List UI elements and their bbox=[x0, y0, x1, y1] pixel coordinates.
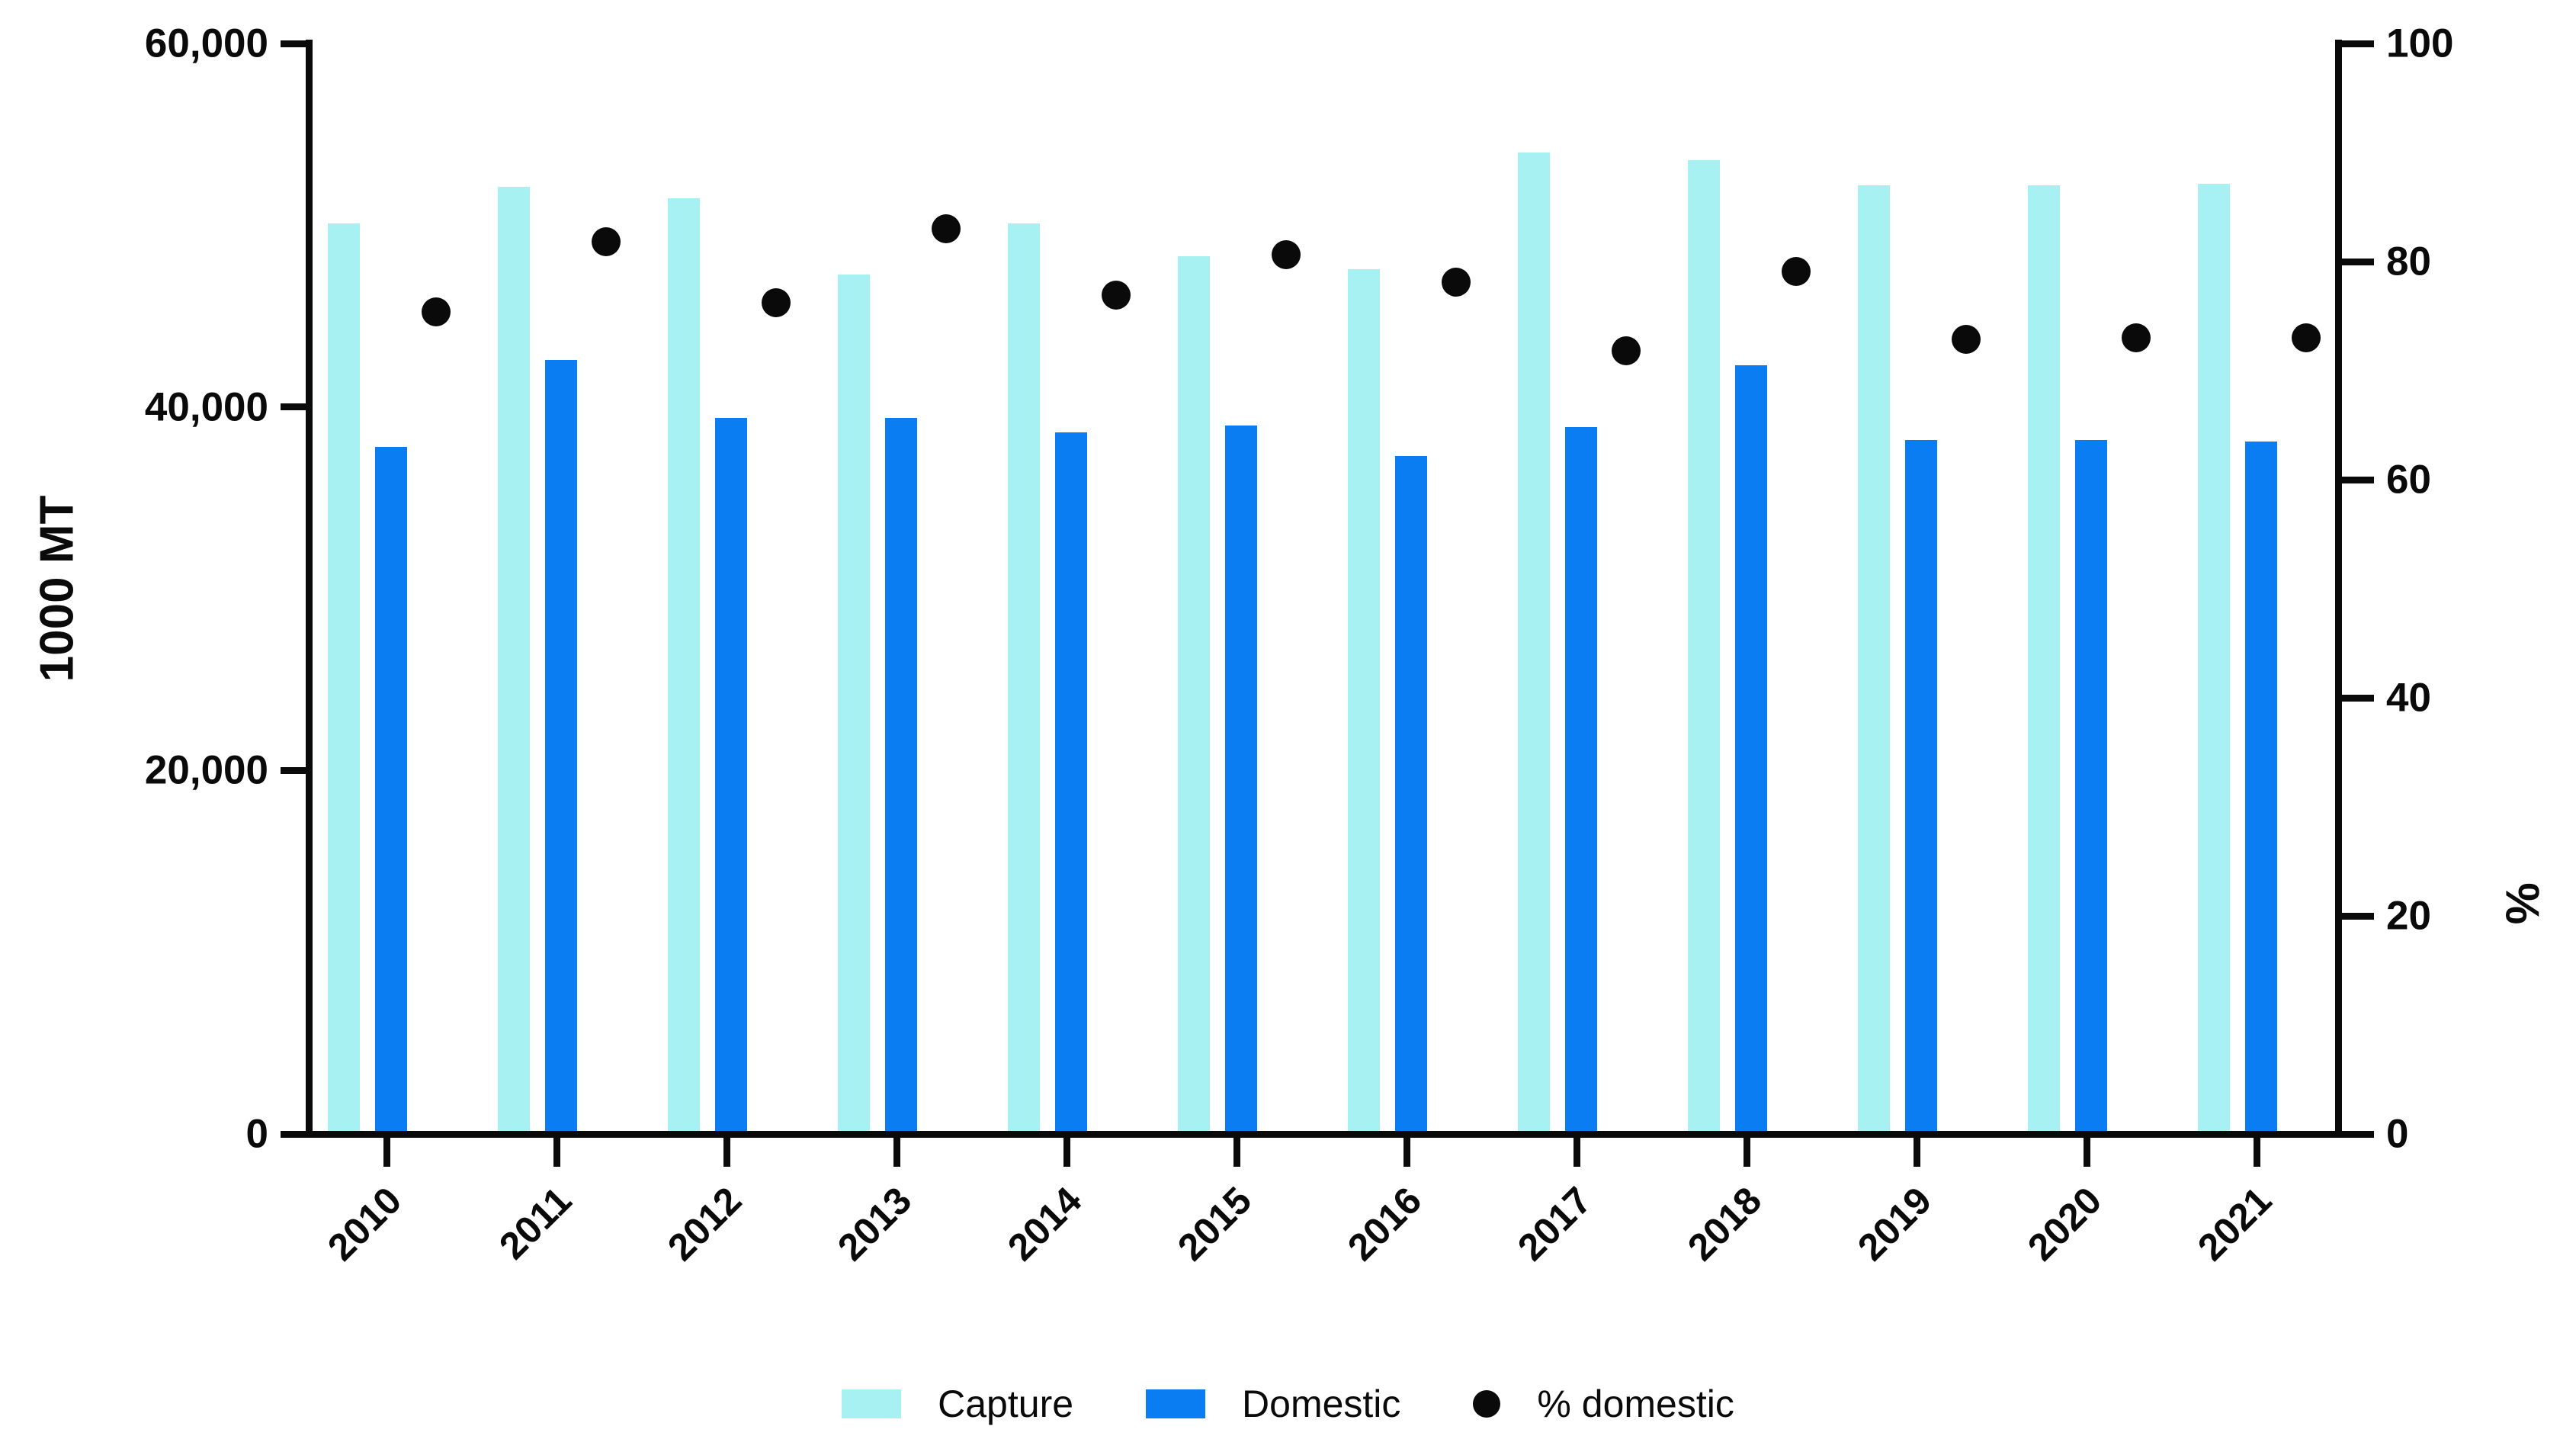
pct-dot-2014 bbox=[1102, 281, 1131, 310]
capture-bar-2012 bbox=[668, 198, 700, 1137]
year-tick-2021 bbox=[2253, 1134, 2260, 1167]
right-axis-tick-label-0: 0 bbox=[2386, 1111, 2409, 1157]
domestic-bar-2018 bbox=[1735, 365, 1767, 1137]
capture-bar-2014 bbox=[1008, 223, 1040, 1137]
domestic-bar-2017 bbox=[1565, 426, 1597, 1137]
legend-item-domestic: Domestic bbox=[1146, 1382, 1400, 1426]
legend-label-pct-domestic: % domestic bbox=[1537, 1383, 1734, 1425]
left-axis-spine bbox=[306, 40, 313, 1138]
pct-dot-2013 bbox=[932, 214, 961, 244]
pct-dot-2021 bbox=[2292, 323, 2321, 353]
right-axis-tick-100 bbox=[2342, 40, 2374, 47]
year-tick-2017 bbox=[1573, 1134, 1580, 1167]
left-axis-tick-label-60000: 60,000 bbox=[144, 21, 268, 66]
year-label-2017: 2017 bbox=[1509, 1178, 1600, 1269]
right-axis-tick-label-20: 20 bbox=[2386, 893, 2431, 939]
left-axis-title: 1000 MT bbox=[30, 495, 84, 683]
pct-dot-2015 bbox=[1272, 240, 1301, 270]
pct-dot-2020 bbox=[2122, 323, 2151, 353]
capture-bar-2016 bbox=[1348, 268, 1380, 1137]
right-axis-tick-20 bbox=[2342, 912, 2374, 920]
year-label-2010: 2010 bbox=[319, 1178, 410, 1269]
right-axis-spine bbox=[2335, 40, 2342, 1138]
domestic-bar-2012 bbox=[715, 417, 747, 1137]
domestic-bar-2015 bbox=[1225, 425, 1257, 1137]
year-tick-2018 bbox=[1743, 1134, 1750, 1167]
legend-label-capture: Capture bbox=[938, 1383, 1074, 1425]
year-label-2018: 2018 bbox=[1679, 1178, 1770, 1269]
year-label-2021: 2021 bbox=[2189, 1178, 2280, 1269]
capture-bar-2011 bbox=[498, 187, 530, 1137]
capture-bar-2019 bbox=[1858, 185, 1890, 1137]
pct-dot-2017 bbox=[1612, 336, 1641, 366]
year-tick-2020 bbox=[2083, 1134, 2090, 1167]
year-tick-2010 bbox=[383, 1134, 390, 1167]
year-label-2016: 2016 bbox=[1339, 1178, 1430, 1269]
pct-dot-2012 bbox=[762, 288, 791, 318]
capture-bar-2010 bbox=[328, 223, 360, 1137]
year-label-2012: 2012 bbox=[659, 1178, 750, 1269]
left-axis-tick-label-40000: 40,000 bbox=[144, 384, 268, 430]
right-axis-tick-label-60: 60 bbox=[2386, 457, 2431, 503]
domestic-bar-2014 bbox=[1055, 432, 1087, 1137]
right-axis-tick-80 bbox=[2342, 258, 2374, 265]
pct-dot-2010 bbox=[422, 297, 451, 326]
year-tick-2011 bbox=[553, 1134, 560, 1167]
left-axis-tick-40000 bbox=[281, 403, 313, 411]
legend: Capture Domestic % domestic bbox=[0, 1382, 2576, 1426]
pct-domestic-dot-icon bbox=[1473, 1390, 1501, 1418]
right-axis-tick-40 bbox=[2342, 694, 2374, 702]
left-axis-tick-20000 bbox=[281, 766, 313, 774]
year-label-2019: 2019 bbox=[1849, 1178, 1940, 1269]
year-tick-2012 bbox=[723, 1134, 730, 1167]
capture-bar-2015 bbox=[1178, 255, 1210, 1137]
capture-bar-2017 bbox=[1518, 153, 1550, 1137]
domestic-bar-2011 bbox=[545, 359, 577, 1137]
right-axis-tick-label-100: 100 bbox=[2386, 21, 2454, 66]
domestic-bar-2020 bbox=[2075, 439, 2107, 1137]
left-axis-tick-label-20000: 20,000 bbox=[144, 747, 268, 793]
legend-item-capture: Capture bbox=[842, 1382, 1073, 1426]
pct-dot-2018 bbox=[1782, 256, 1811, 286]
domestic-bar-2021 bbox=[2245, 441, 2277, 1137]
domestic-swatch-icon bbox=[1146, 1389, 1206, 1418]
legend-label-domestic: Domestic bbox=[1242, 1383, 1401, 1425]
legend-item-pct-domestic: % domestic bbox=[1473, 1382, 1734, 1426]
year-tick-2013 bbox=[893, 1134, 900, 1167]
x-axis-line bbox=[281, 1131, 2371, 1138]
year-label-2015: 2015 bbox=[1169, 1178, 1260, 1269]
year-label-2013: 2013 bbox=[829, 1178, 920, 1269]
year-tick-2016 bbox=[1403, 1134, 1410, 1167]
capture-swatch-icon bbox=[842, 1389, 902, 1418]
year-tick-2014 bbox=[1063, 1134, 1070, 1167]
domestic-bar-2013 bbox=[885, 417, 917, 1137]
year-tick-2015 bbox=[1233, 1134, 1240, 1167]
year-label-2020: 2020 bbox=[2019, 1178, 2110, 1269]
pct-dot-2019 bbox=[1952, 324, 1981, 354]
pct-dot-2016 bbox=[1442, 268, 1471, 297]
domestic-bar-2019 bbox=[1905, 439, 1937, 1137]
capture-bar-2013 bbox=[838, 274, 870, 1137]
left-axis-tick-label-0: 0 bbox=[245, 1111, 268, 1157]
year-tick-2019 bbox=[1913, 1134, 1920, 1167]
right-axis-tick-label-80: 80 bbox=[2386, 239, 2431, 284]
right-axis-tick-60 bbox=[2342, 476, 2374, 483]
left-axis-tick-60000 bbox=[281, 40, 313, 47]
right-axis-title: % bbox=[2495, 882, 2549, 925]
right-axis-tick-label-40: 40 bbox=[2386, 675, 2431, 721]
year-label-2014: 2014 bbox=[999, 1178, 1090, 1269]
domestic-bar-2016 bbox=[1395, 456, 1427, 1137]
year-label-2011: 2011 bbox=[490, 1178, 580, 1268]
domestic-bar-2010 bbox=[375, 447, 407, 1137]
pct-dot-2011 bbox=[592, 227, 621, 257]
capture-bar-2018 bbox=[1688, 159, 1720, 1137]
capture-bar-2020 bbox=[2028, 185, 2060, 1137]
capture-bar-2021 bbox=[2198, 183, 2230, 1137]
